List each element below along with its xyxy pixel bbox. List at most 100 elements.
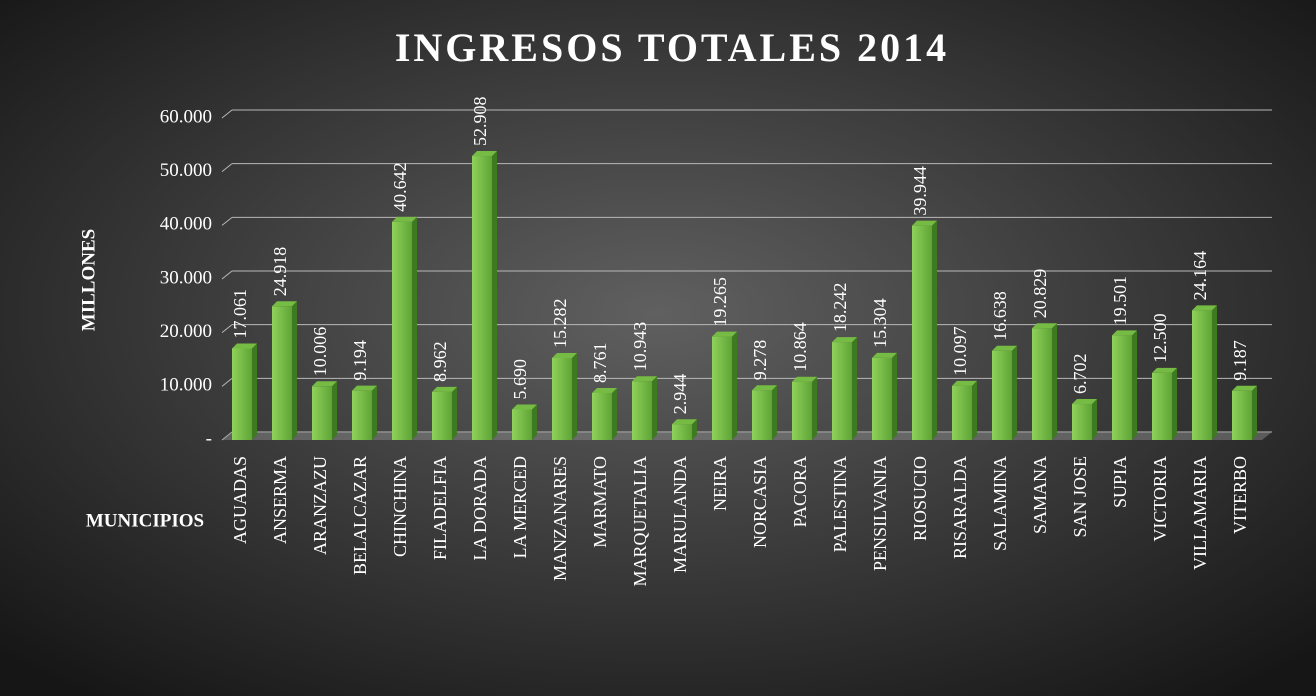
y-tick-label: 60.000 [160, 106, 212, 127]
bar-top [352, 385, 377, 391]
grid-line-side [221, 377, 233, 387]
bar-group [752, 385, 777, 440]
y-axis-title: MILLONES [78, 229, 99, 331]
x-tick-label: FILADELFIA [430, 456, 450, 560]
bar-group [1232, 385, 1257, 440]
grid-line-side [221, 324, 233, 334]
x-tick-label: SALAMINA [990, 456, 1010, 551]
bar-group [792, 376, 817, 440]
bar-top [1112, 330, 1137, 336]
bar-top [792, 376, 817, 382]
bar-side [412, 216, 417, 440]
bar-side [492, 151, 497, 440]
bar-side [572, 352, 577, 440]
bar-side [1172, 367, 1177, 440]
value-label: 15.304 [870, 298, 890, 348]
bar [512, 409, 532, 440]
bar [632, 381, 652, 440]
bar-side [652, 376, 657, 440]
y-tick-label: 50.000 [160, 160, 212, 181]
bar-group [912, 220, 937, 440]
bar-group [1112, 330, 1137, 440]
value-label: 12.500 [1150, 313, 1170, 363]
bar-side [772, 385, 777, 440]
bar-top [312, 381, 337, 387]
bar-top [1192, 305, 1217, 311]
bar [432, 391, 452, 440]
bar-group [432, 386, 457, 440]
bar-top [872, 352, 897, 358]
value-label: 16.638 [990, 291, 1010, 341]
x-tick-label: ANSERMA [270, 456, 290, 544]
bar-group [952, 380, 977, 440]
bar-top [1032, 323, 1057, 329]
y-tick-label: 40.000 [160, 214, 212, 235]
bar-side [292, 301, 297, 440]
bar-side [1052, 323, 1057, 440]
x-tick-label: MARULANDA [670, 456, 690, 573]
bar-side [1092, 399, 1097, 440]
grid-line-side [221, 270, 233, 280]
x-axis-title: MUNICIPIOS [86, 510, 204, 531]
bar [592, 392, 612, 440]
y-tick-label: 10.000 [160, 375, 212, 396]
bar-side [452, 386, 457, 440]
x-tick-label: AGUADAS [230, 456, 250, 544]
bar-group [1152, 367, 1177, 440]
value-label: 40.642 [390, 162, 410, 212]
value-label: 10.864 [790, 322, 810, 372]
value-label: 9.278 [750, 340, 770, 381]
bar-side [532, 404, 537, 440]
value-label: 24.164 [1190, 251, 1210, 301]
value-label: 19.265 [710, 277, 730, 327]
bar-group [1192, 305, 1217, 440]
value-label: 9.187 [1230, 340, 1250, 381]
bar [672, 424, 692, 440]
bar-side [852, 337, 857, 440]
bar [912, 225, 932, 440]
bar-side [1212, 305, 1217, 440]
bar [752, 390, 772, 440]
value-label: 15.282 [550, 298, 570, 348]
bar-side [612, 387, 617, 440]
x-tick-label: VICTORIA [1150, 456, 1170, 542]
x-tick-label: BELALCAZAR [350, 456, 370, 575]
bar-top [1072, 399, 1097, 405]
bar-top [272, 301, 297, 307]
bar-top [232, 343, 257, 349]
bar-group [232, 343, 257, 440]
bar-side [332, 381, 337, 440]
bar-top [1152, 367, 1177, 373]
x-tick-label: PENSILVANIA [870, 456, 890, 571]
x-tick-label: RISARALDA [950, 456, 970, 559]
bar [1072, 404, 1092, 440]
x-tick-label: LA MERCED [510, 456, 530, 559]
value-label: 20.829 [1030, 269, 1050, 319]
value-label: 8.962 [430, 341, 450, 382]
bar-top [432, 386, 457, 392]
bar-side [732, 331, 737, 440]
bar [712, 336, 732, 440]
bar-group [312, 381, 337, 440]
bar [832, 342, 852, 440]
bar-top [672, 419, 697, 425]
chart-title: INGRESOS TOTALES 2014 [395, 25, 949, 70]
bar-side [972, 380, 977, 440]
value-label: 10.006 [310, 327, 330, 377]
x-tick-label: MARMATO [590, 456, 610, 548]
bar-group [1032, 323, 1057, 440]
bar-group [472, 151, 497, 440]
bar-side [252, 343, 257, 440]
bar-side [1012, 345, 1017, 440]
x-tick-label: LA DORADA [470, 456, 490, 561]
value-label: 19.501 [1110, 276, 1130, 326]
bar-side [1252, 385, 1257, 440]
bar-group [352, 385, 377, 440]
bar-top [472, 151, 497, 157]
bar-group [592, 387, 617, 440]
x-tick-label: CHINCHINA [390, 456, 410, 557]
bar-top [592, 387, 617, 393]
bar-group [632, 376, 657, 440]
bar-top [512, 404, 537, 410]
bar-group [272, 301, 297, 440]
